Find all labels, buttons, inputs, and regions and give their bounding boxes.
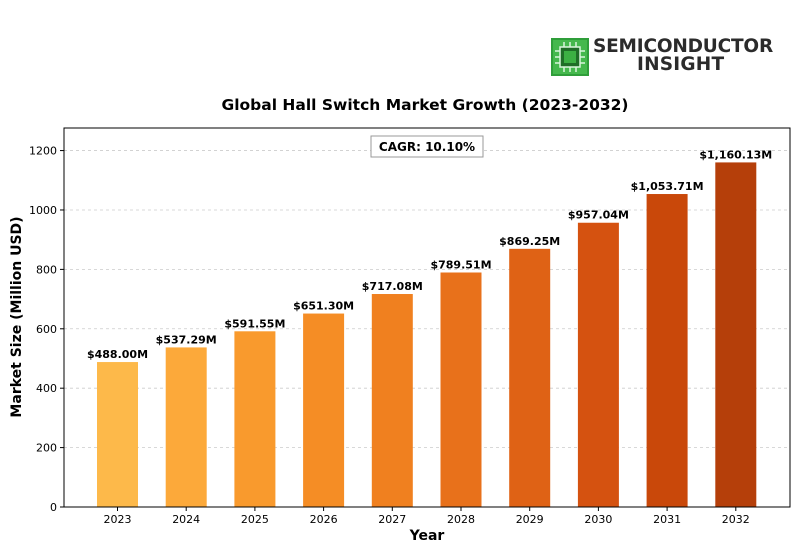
x-tick-label: 2030 bbox=[584, 513, 612, 526]
x-tick-label: 2025 bbox=[241, 513, 269, 526]
brand-logo: SEMICONDUCTOR INSIGHT bbox=[551, 36, 773, 76]
y-tick-label: 400 bbox=[36, 382, 57, 395]
bar-2032 bbox=[715, 162, 757, 507]
bar-2027 bbox=[371, 294, 413, 507]
data-label-2026: $651.30M bbox=[293, 300, 354, 313]
cagr-box bbox=[370, 135, 484, 158]
data-label-2023: $488.00M bbox=[87, 348, 148, 361]
bar-2028 bbox=[440, 272, 482, 507]
y-tick-label: 1000 bbox=[29, 204, 57, 217]
x-tick-label: 2027 bbox=[378, 513, 406, 526]
y-tick-label: 0 bbox=[50, 501, 57, 514]
x-tick-label: 2023 bbox=[104, 513, 132, 526]
y-axis: 0 200 400 600 800 1000 1200 bbox=[29, 145, 64, 514]
x-tick-label: 2028 bbox=[447, 513, 475, 526]
data-label-2029: $869.25M bbox=[499, 235, 560, 248]
chart-title: Global Hall Switch Market Growth (2023-2… bbox=[221, 96, 628, 114]
y-tick-label: 1200 bbox=[29, 145, 57, 158]
brand-name-line1: SEMICONDUCTOR bbox=[593, 36, 773, 57]
data-label-2032: $1,160.13M bbox=[699, 148, 772, 161]
brand-name-line2: INSIGHT bbox=[637, 54, 725, 75]
y-tick-label: 600 bbox=[36, 323, 57, 336]
chip-icon bbox=[551, 38, 589, 76]
bar-2031 bbox=[646, 194, 688, 507]
plot-frame bbox=[63, 127, 791, 508]
bar-2024 bbox=[165, 347, 207, 507]
y-tick-label: 800 bbox=[36, 263, 57, 276]
x-tick-label: 2026 bbox=[310, 513, 338, 526]
y-tick-label: 200 bbox=[36, 442, 57, 455]
bar-2023 bbox=[97, 362, 138, 507]
data-label-2031: $1,053.71M bbox=[631, 180, 704, 193]
bar-2025 bbox=[234, 331, 276, 507]
x-tick-label: 2024 bbox=[172, 513, 200, 526]
data-label-2027: $717.08M bbox=[362, 280, 423, 293]
cagr-annotation: CAGR: 10.10% bbox=[379, 140, 475, 154]
x-tick-label: 2031 bbox=[653, 513, 681, 526]
bar-2030 bbox=[577, 222, 619, 508]
bars bbox=[97, 162, 757, 508]
x-tick-label: 2032 bbox=[722, 513, 750, 526]
data-labels: $488.00M $537.29M $591.55M $651.30M $717.08M… bbox=[87, 148, 772, 361]
data-label-2030: $957.04M bbox=[568, 209, 629, 222]
data-label-2025: $591.55M bbox=[224, 317, 285, 330]
x-axis-label: Year bbox=[409, 528, 445, 544]
data-label-2028: $789.51M bbox=[430, 258, 491, 271]
x-axis: 2023 2024 2025 2026 2027 2028 2029 2030 2031 2032 bbox=[104, 507, 750, 526]
y-axis-label: Market Size (Million USD) bbox=[9, 216, 25, 417]
x-tick-label: 2029 bbox=[516, 513, 544, 526]
data-label-2024: $537.29M bbox=[156, 333, 217, 346]
bar-2026 bbox=[303, 313, 345, 507]
bar-2029 bbox=[509, 248, 551, 508]
